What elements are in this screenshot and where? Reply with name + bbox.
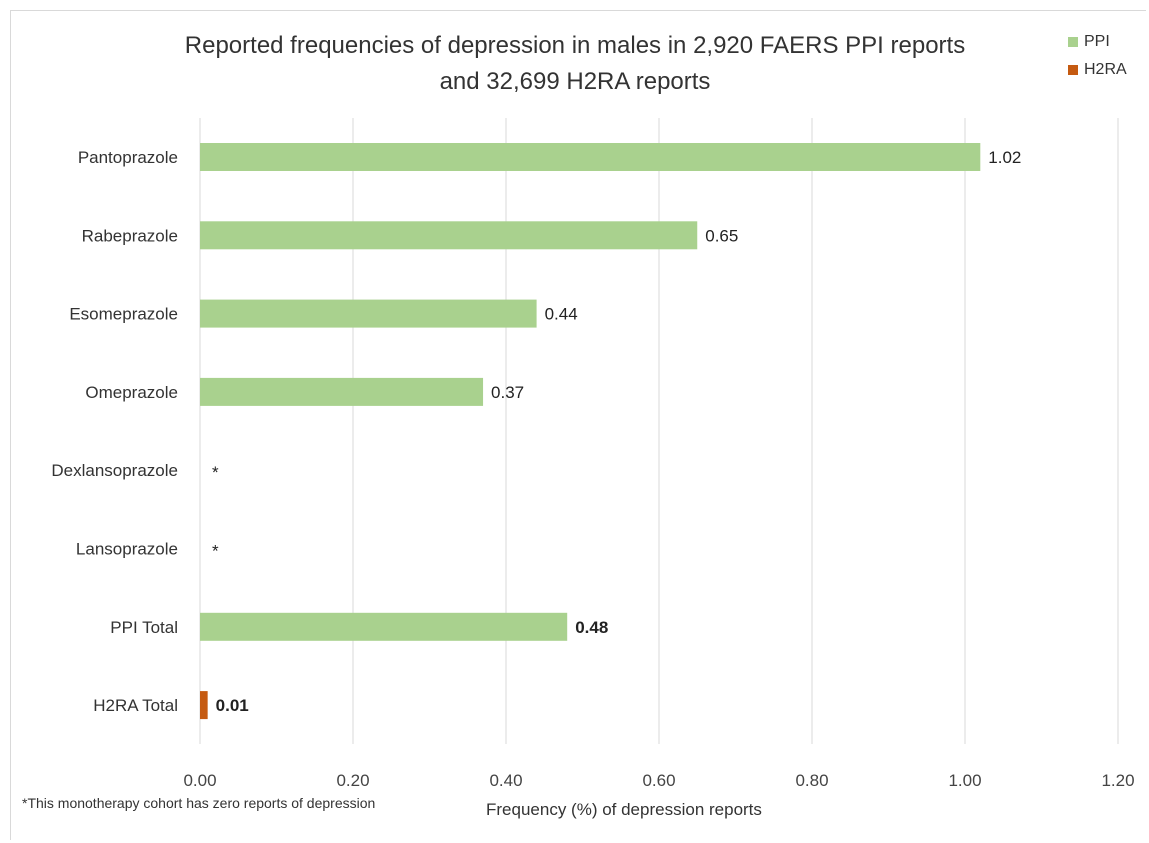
bar-h2ra-total <box>200 691 208 720</box>
category-label-dexlansoprazole: Dexlansoprazole <box>51 461 178 480</box>
category-label-h2ra-total: H2RA Total <box>93 696 178 715</box>
data-label-esomeprazole: 0.44 <box>545 305 578 324</box>
chart-title: Reported frequencies of depression in ma… <box>110 28 1040 100</box>
bar-omeprazole <box>200 377 484 406</box>
chart-title-line-1: Reported frequencies of depression in ma… <box>184 32 966 59</box>
category-label-rabeprazole: Rabeprazole <box>82 226 178 245</box>
x-axis-title: Frequency (%) of depression reports <box>486 800 762 819</box>
category-label-lansoprazole: Lansoprazole <box>76 540 178 559</box>
legend-label-ppi: PPI <box>1084 33 1110 50</box>
x-tick-label: 1.20 <box>1101 771 1134 790</box>
category-label-omeprazole: Omeprazole <box>85 383 178 402</box>
x-tick-label: 0.60 <box>642 771 675 790</box>
chart-title-line-2: and 32,699 H2RA reports <box>439 68 711 95</box>
data-label-dexlansoprazole: * <box>212 463 219 482</box>
legend-item-h2ra: H2RA <box>1068 56 1127 84</box>
bar-esomeprazole <box>200 299 537 328</box>
category-label-ppi-total: PPI Total <box>110 618 178 637</box>
bar-ppi-total <box>200 612 568 641</box>
data-label-omeprazole: 0.37 <box>491 383 524 402</box>
category-label-pantoprazole: Pantoprazole <box>78 148 178 167</box>
legend-swatch-ppi <box>1068 37 1078 47</box>
legend-swatch-h2ra <box>1068 65 1078 75</box>
footnote: *This monotherapy cohort has zero report… <box>22 795 376 811</box>
legend-item-ppi: PPI <box>1068 28 1127 56</box>
data-label-h2ra-total: 0.01 <box>216 696 249 715</box>
data-label-ppi-total: 0.48 <box>575 618 608 637</box>
bar-rabeprazole <box>200 221 698 250</box>
x-tick-label: 0.80 <box>795 771 828 790</box>
x-tick-label: 0.20 <box>336 771 369 790</box>
x-tick-label: 0.40 <box>489 771 522 790</box>
data-label-lansoprazole: * <box>212 542 219 561</box>
x-tick-label: 1.00 <box>948 771 981 790</box>
data-label-rabeprazole: 0.65 <box>705 226 738 245</box>
chart-frame <box>10 10 1146 840</box>
data-label-pantoprazole: 1.02 <box>988 148 1021 167</box>
category-label-esomeprazole: Esomeprazole <box>69 305 178 324</box>
bar-pantoprazole <box>200 143 981 171</box>
chart-legend: PPI H2RA <box>1068 28 1127 84</box>
x-tick-label: 0.00 <box>183 771 216 790</box>
legend-label-h2ra: H2RA <box>1084 61 1127 78</box>
